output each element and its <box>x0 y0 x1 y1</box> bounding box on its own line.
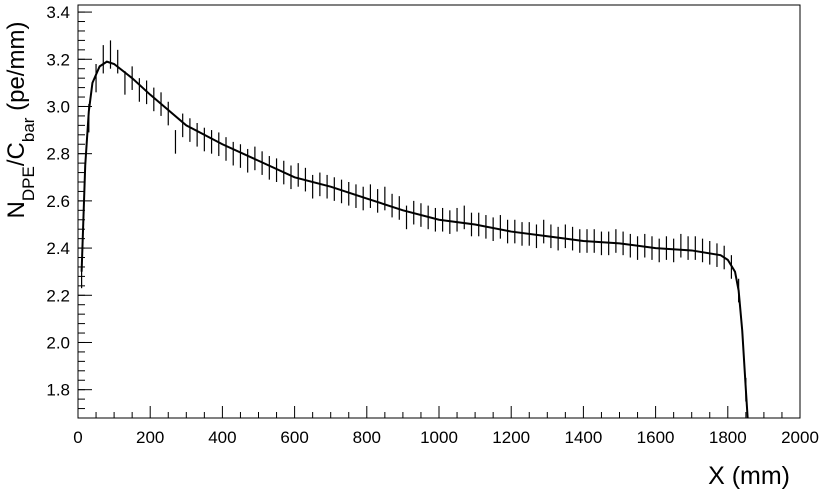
x-tick-label: 800 <box>353 428 381 447</box>
x-tick-label: 600 <box>280 428 308 447</box>
y-tick-label: 2.6 <box>46 192 70 211</box>
y-axis-label-part: bar <box>19 117 38 142</box>
y-axis-label-part: /C <box>3 142 30 166</box>
x-tick-label: 1200 <box>492 428 530 447</box>
x-tick-label: 0 <box>73 428 82 447</box>
y-tick-label: 2.0 <box>46 333 70 352</box>
x-tick-label: 400 <box>208 428 236 447</box>
y-axis-label-part: DPE <box>19 166 38 201</box>
x-tick-label: 2000 <box>781 428 819 447</box>
x-tick-label: 1400 <box>564 428 602 447</box>
y-tick-label: 2.4 <box>46 239 70 258</box>
plot-frame <box>77 4 801 419</box>
y-tick-label: 3.0 <box>46 97 70 116</box>
y-tick-label: 2.2 <box>46 286 70 305</box>
y-tick-label: 3.2 <box>46 50 70 69</box>
plot-area <box>80 40 749 418</box>
y-tick-label: 3.4 <box>46 3 70 22</box>
x-tick-label: 200 <box>136 428 164 447</box>
fit-curve <box>80 60 749 418</box>
y-axis-label-part: (pe/mm) <box>3 22 30 118</box>
y-axis-label-part: N <box>3 201 30 218</box>
x-tick-label: 1800 <box>709 428 747 447</box>
y-tick-label: 2.8 <box>46 145 70 164</box>
y-tick-label: 1.8 <box>46 381 70 400</box>
x-axis-label: X (mm) <box>708 462 790 489</box>
x-tick-label: 1000 <box>420 428 458 447</box>
y-axis-label: NDPE/Cbar (pe/mm) <box>3 22 38 219</box>
x-tick-label: 1600 <box>637 428 675 447</box>
